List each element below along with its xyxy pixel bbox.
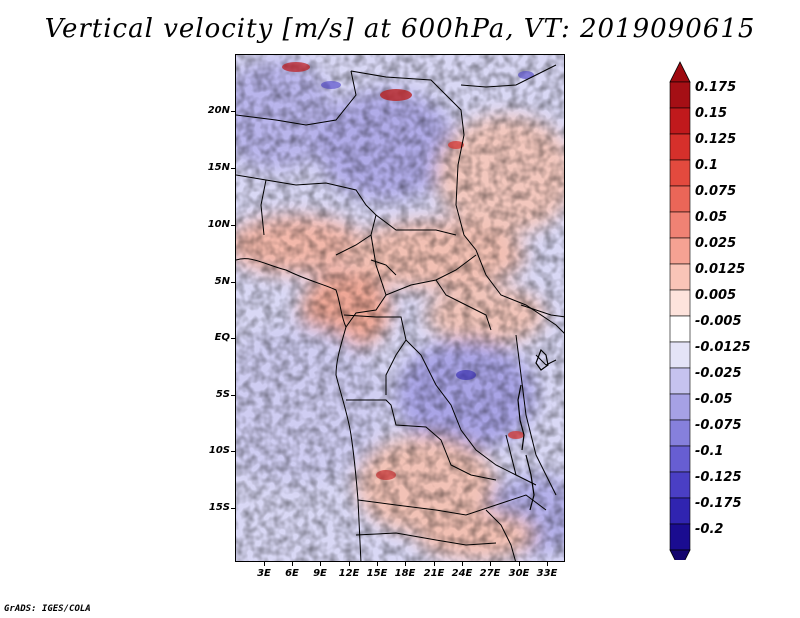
colorbar-box xyxy=(669,133,691,161)
lon-label-9e: 9E xyxy=(313,568,327,579)
colorbar-box xyxy=(669,315,691,343)
lon-label-15e: 15E xyxy=(366,568,388,579)
colorbar-label: 0.075 xyxy=(695,184,737,199)
colorbar-box xyxy=(669,419,691,447)
lat-label-10n: 10N xyxy=(207,219,230,230)
colorbar-box xyxy=(669,393,691,421)
chart-title: Vertical velocity [m/s] at 600hPa, VT: 2… xyxy=(44,14,756,44)
lat-label-15s: 15S xyxy=(208,502,230,513)
lon-label-30e: 30E xyxy=(508,568,530,579)
colorbar-min-arrow xyxy=(669,549,691,560)
colorbar-label: 0.0125 xyxy=(695,262,746,277)
colorbar-label: 0.15 xyxy=(695,106,728,121)
lon-tick xyxy=(292,562,293,566)
lon-tick xyxy=(519,562,520,566)
colorbar-label: -0.075 xyxy=(695,418,742,433)
colorbar-label: 0.125 xyxy=(695,132,737,147)
colorbar xyxy=(669,61,691,560)
colorbar-label: 0.05 xyxy=(695,210,728,225)
intense-descent-cores xyxy=(321,71,534,380)
lat-tick xyxy=(231,111,235,112)
coastlines-and-borders xyxy=(236,64,564,561)
grads-credit: GrADS: IGES/COLA xyxy=(4,604,91,614)
colorbar-label: 0.005 xyxy=(695,288,737,303)
colorbar-box xyxy=(669,107,691,135)
colorbar-label: -0.005 xyxy=(695,314,742,329)
colorbar-label: -0.1 xyxy=(695,444,724,459)
intense-ascent-cores xyxy=(282,62,524,480)
lon-label-27e: 27E xyxy=(479,568,501,579)
colorbar-box xyxy=(669,211,691,239)
lon-label-33e: 33E xyxy=(536,568,558,579)
lat-label-5s: 5S xyxy=(215,389,230,400)
lon-label-6e: 6E xyxy=(285,568,299,579)
lat-tick xyxy=(231,508,235,509)
lat-tick xyxy=(231,395,235,396)
lon-tick xyxy=(349,562,350,566)
colorbar-label: 0.1 xyxy=(695,158,719,173)
lat-label-20n: 20N xyxy=(207,105,230,116)
colorbar-label: -0.0125 xyxy=(695,340,751,355)
colorbar-box xyxy=(669,367,691,395)
colorbar-box xyxy=(669,263,691,291)
lon-tick xyxy=(462,562,463,566)
colorbar-label: -0.175 xyxy=(695,496,742,511)
lon-label-18e: 18E xyxy=(394,568,416,579)
lon-tick xyxy=(320,562,321,566)
lon-tick xyxy=(434,562,435,566)
lat-label-eq: EQ xyxy=(214,332,230,343)
colorbar-box xyxy=(669,497,691,525)
lon-label-24e: 24E xyxy=(451,568,473,579)
colorbar-label: -0.05 xyxy=(695,392,733,407)
colorbar-label: 0.175 xyxy=(695,80,737,95)
colorbar-box xyxy=(669,81,691,109)
map-panel xyxy=(235,54,565,562)
lat-tick xyxy=(231,225,235,226)
colorbar-box xyxy=(669,185,691,213)
colorbar-box xyxy=(669,289,691,317)
colorbar-box xyxy=(669,523,691,551)
lat-label-15n: 15N xyxy=(207,162,230,173)
colorbar-box xyxy=(669,445,691,473)
colorbar-box xyxy=(669,341,691,369)
colorbar-max-arrow xyxy=(669,61,691,83)
colorbar-box xyxy=(669,237,691,265)
colorbar-box xyxy=(669,471,691,499)
colorbar-label: 0.025 xyxy=(695,236,737,251)
lon-label-3e: 3E xyxy=(257,568,271,579)
colorbar-label: -0.125 xyxy=(695,470,742,485)
lat-label-10s: 10S xyxy=(208,445,230,456)
lat-tick xyxy=(231,168,235,169)
small-scale-structure xyxy=(236,55,564,561)
lat-label-5n: 5N xyxy=(214,276,230,287)
lon-tick xyxy=(547,562,548,566)
lon-tick xyxy=(405,562,406,566)
lon-tick xyxy=(490,562,491,566)
lon-tick xyxy=(377,562,378,566)
colorbar-label: -0.025 xyxy=(695,366,742,381)
lat-tick xyxy=(231,451,235,452)
colorbar-box xyxy=(669,159,691,187)
lat-tick xyxy=(231,338,235,339)
lat-tick xyxy=(231,282,235,283)
lon-tick xyxy=(264,562,265,566)
colorbar-boxes xyxy=(669,61,691,560)
vertical-velocity-field xyxy=(236,55,564,561)
great-lakes xyxy=(517,348,549,511)
lon-label-21e: 21E xyxy=(423,568,445,579)
lon-label-12e: 12E xyxy=(338,568,360,579)
colorbar-label: -0.2 xyxy=(695,522,724,537)
